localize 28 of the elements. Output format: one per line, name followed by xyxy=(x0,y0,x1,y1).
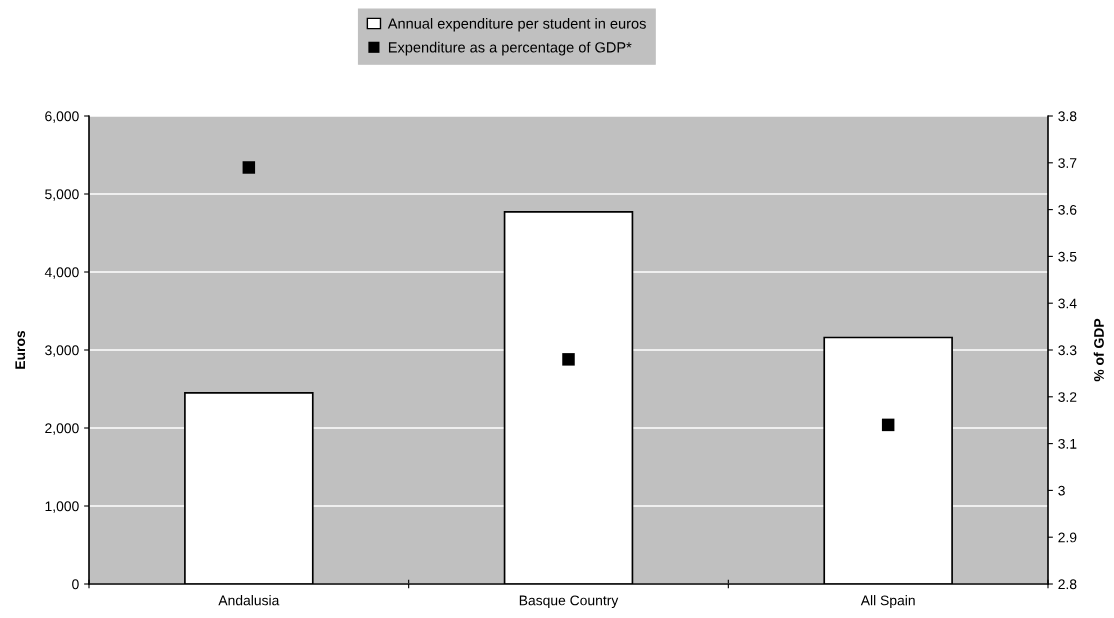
y-tick-label: 4,000 xyxy=(44,267,79,279)
y2-tick-label: 2.8 xyxy=(1058,579,1077,590)
y2-tick-label: 3.5 xyxy=(1058,251,1077,262)
y-tick-label: 5,000 xyxy=(45,189,79,201)
y2-tick-label: 3.2 xyxy=(1058,392,1077,402)
y2-tick-label: 3.4 xyxy=(1058,298,1077,309)
point xyxy=(242,161,256,174)
y-tick-label: 1,000 xyxy=(45,501,79,513)
point xyxy=(562,353,575,366)
y2-tick-label: 3.6 xyxy=(1058,204,1077,215)
y-tick-label: 2,000 xyxy=(45,423,79,435)
y2-axis-title: % of GDP xyxy=(1093,318,1104,382)
y-tick-label: 3,000 xyxy=(45,345,79,357)
point xyxy=(881,418,895,432)
y2-tick-label: 3.3 xyxy=(1058,345,1077,356)
y-tick-label: 0 xyxy=(72,579,79,590)
y2-tick-label: 3 xyxy=(1058,485,1065,496)
y2-tick-label: 3.1 xyxy=(1058,438,1077,449)
x-tick-label: All Spain xyxy=(860,595,915,609)
y-tick-label: 6,000 xyxy=(45,111,79,123)
x-tick-label: Andalusia xyxy=(218,595,280,606)
legend-label: Expenditure as a percentage of GDP* xyxy=(388,41,632,56)
y2-tick-label: 3.8 xyxy=(1058,111,1077,122)
x-tick-label: Basque Country xyxy=(519,595,619,609)
y2-tick-label: 2.9 xyxy=(1058,532,1077,543)
y-axis-title: Euros xyxy=(15,330,26,369)
y2-tick-label: 3.7 xyxy=(1058,158,1077,168)
legend-label: Annual expenditure per student in euros xyxy=(387,18,646,32)
